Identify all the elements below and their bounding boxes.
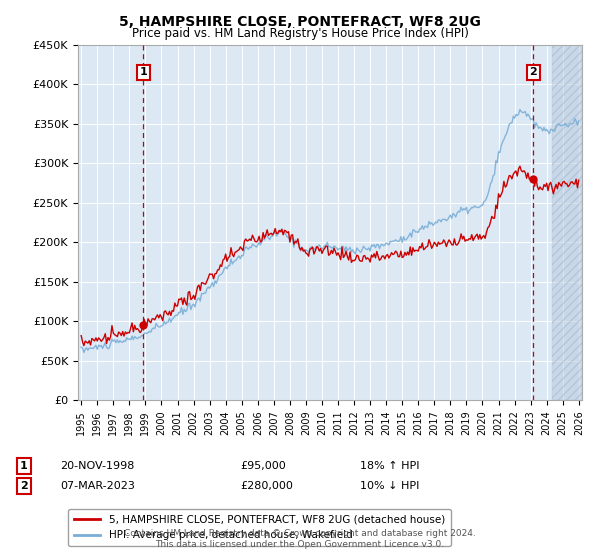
Bar: [551, 45, 587, 400]
Text: 2: 2: [529, 67, 537, 77]
Text: 5, HAMPSHIRE CLOSE, PONTEFRACT, WF8 2UG: 5, HAMPSHIRE CLOSE, PONTEFRACT, WF8 2UG: [119, 15, 481, 29]
Text: 07-MAR-2023: 07-MAR-2023: [60, 481, 135, 491]
Text: 18% ↑ HPI: 18% ↑ HPI: [360, 461, 419, 471]
Text: £280,000: £280,000: [240, 481, 293, 491]
Legend: 5, HAMPSHIRE CLOSE, PONTEFRACT, WF8 2UG (detached house), HPI: Average price, de: 5, HAMPSHIRE CLOSE, PONTEFRACT, WF8 2UG …: [68, 508, 451, 547]
Text: Price paid vs. HM Land Registry's House Price Index (HPI): Price paid vs. HM Land Registry's House …: [131, 27, 469, 40]
Text: 10% ↓ HPI: 10% ↓ HPI: [360, 481, 419, 491]
Text: 20-NOV-1998: 20-NOV-1998: [60, 461, 134, 471]
Text: 1: 1: [140, 67, 148, 77]
Text: Contains HM Land Registry data © Crown copyright and database right 2024.
This d: Contains HM Land Registry data © Crown c…: [124, 529, 476, 549]
Text: 2: 2: [20, 481, 28, 491]
Text: 1: 1: [20, 461, 28, 471]
Text: £95,000: £95,000: [240, 461, 286, 471]
